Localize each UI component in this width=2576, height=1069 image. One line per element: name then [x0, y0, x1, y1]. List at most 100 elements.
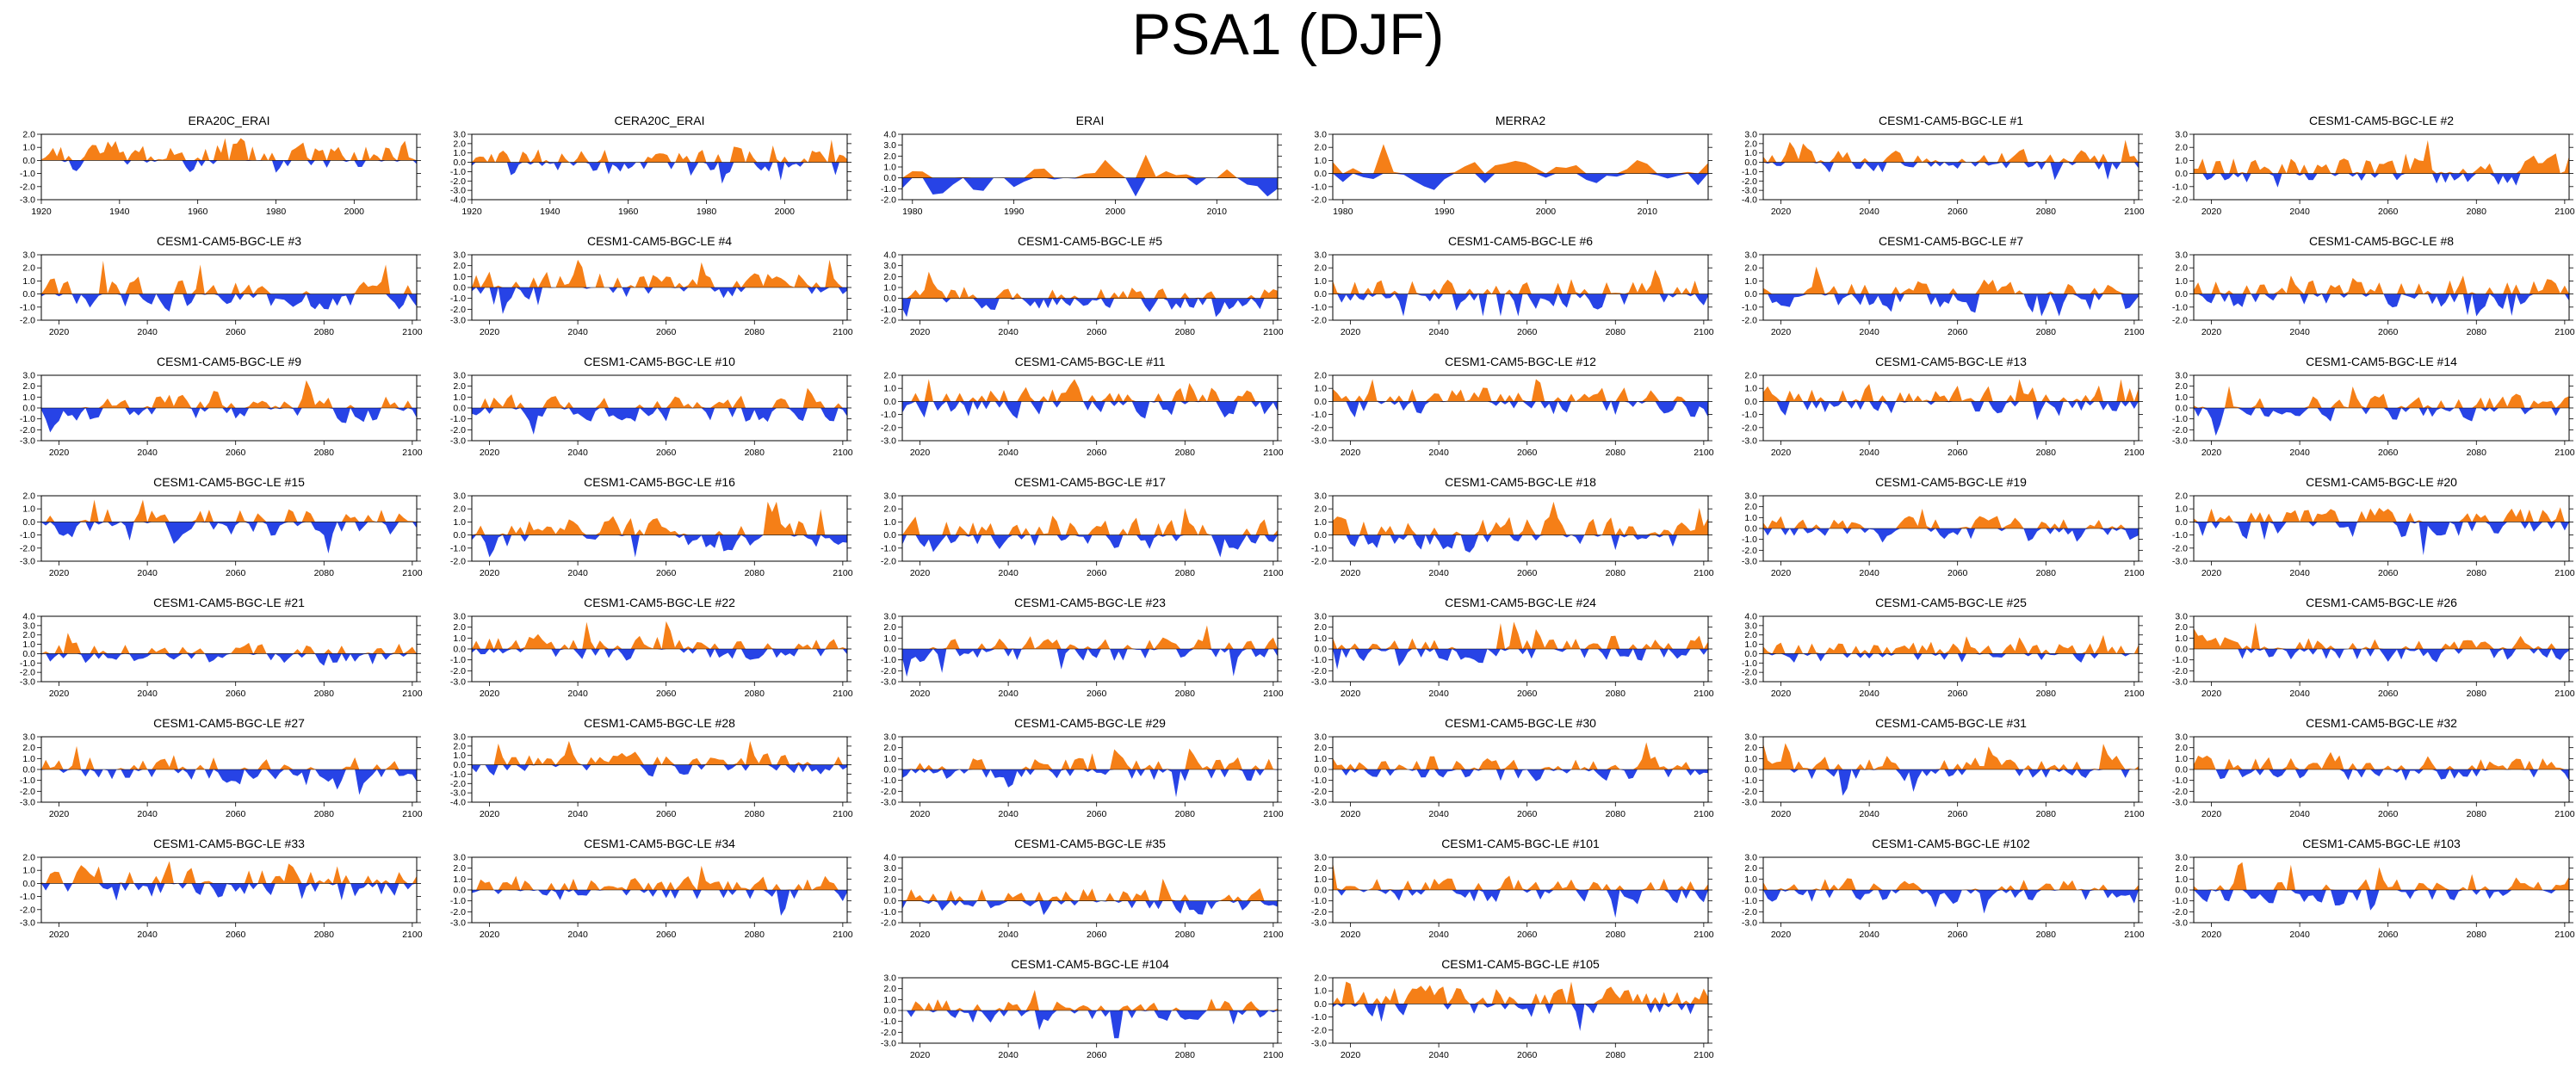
chart-title: ERA20C_ERAI	[189, 114, 270, 127]
x-tick-label: 2080	[1175, 689, 1196, 699]
negative-area	[2194, 173, 2569, 188]
y-tick-label: 1.0	[453, 633, 466, 644]
x-tick-label: 2100	[402, 930, 423, 940]
y-tick-label: -2.0	[1311, 787, 1327, 797]
x-tick-label: 2020	[480, 809, 500, 819]
x-tick-label: 2020	[49, 448, 70, 458]
y-tick-label: 1.0	[2175, 504, 2188, 515]
x-tick-label: 2020	[1771, 689, 1792, 699]
x-tick-label: 2080	[1606, 930, 1626, 940]
y-tick-label: 2.0	[1314, 863, 1327, 874]
y-tick-label: 1.0	[1314, 754, 1327, 764]
x-tick-label: 2040	[2289, 448, 2310, 458]
negative-area	[472, 408, 847, 435]
x-tick-label: 2040	[2289, 930, 2310, 940]
y-tick-label: 3.0	[1744, 732, 1757, 743]
x-tick-label: 2020	[910, 327, 931, 337]
x-tick-label: 2100	[833, 448, 853, 458]
y-tick-label: 3.0	[2175, 130, 2188, 140]
x-tick-label: 1940	[540, 207, 560, 217]
y-tick-label: -1.0	[450, 769, 466, 780]
x-tick-label: 2080	[1606, 448, 1626, 458]
y-tick-label: -2.0	[881, 557, 896, 567]
x-tick-label: 2100	[1263, 1050, 1284, 1060]
chart-svg: CESM1-CAM5-BGC-LE #25-3.0-2.0-1.00.01.02…	[1742, 596, 2145, 699]
chart-panel: CESM1-CAM5-BGC-LE #5 -2.0 -1.0 0.0 1.0 2.0 3.0…	[861, 232, 1343, 337]
y-tick-label: 2.0	[1314, 263, 1327, 274]
chart-svg: CESM1-CAM5-BGC-LE #29-3.0-2.0-1.00.01.02…	[881, 716, 1284, 819]
y-tick-label: -2.0	[1311, 1025, 1327, 1035]
y-tick-label: 3.0	[883, 612, 896, 622]
negative-area	[1333, 649, 1708, 670]
y-tick-label: 1.0	[453, 874, 466, 885]
x-tick-label: 2060	[2378, 327, 2399, 337]
y-tick-label: -1.0	[1311, 543, 1327, 553]
x-tick-label: 2100	[1694, 930, 1714, 940]
y-tick-label: 3.0	[22, 371, 35, 381]
y-tick-label: -1.0	[20, 302, 35, 312]
y-tick-label: 0.0	[1314, 886, 1327, 896]
x-tick-label: 2060	[1517, 930, 1538, 940]
y-tick-label: 0.0	[2175, 404, 2188, 414]
negative-area	[902, 534, 1278, 558]
x-tick-label: 2010	[1638, 207, 1658, 217]
x-tick-label: 2060	[1947, 568, 1968, 578]
y-tick-label: -1.0	[881, 543, 896, 553]
chart-title: CESM1-CAM5-BGC-LE #12	[1445, 355, 1596, 368]
x-tick-label: 2080	[1175, 568, 1196, 578]
y-tick-label: 2.0	[1314, 504, 1327, 515]
y-tick-label: 0.0	[22, 879, 35, 889]
y-tick-label: -2.0	[1311, 907, 1327, 918]
x-tick-label: 2100	[402, 327, 423, 337]
y-tick-label: 3.0	[2175, 732, 2188, 743]
y-tick-label: 4.0	[883, 130, 896, 140]
chart-svg: CESM1-CAM5-BGC-LE #12 -3.0 -2.0 -1.0 0.0 1.0 2…	[1311, 355, 1714, 458]
y-tick-label: -1.0	[1742, 658, 1757, 669]
y-tick-label: 2.0	[453, 504, 466, 515]
y-tick-label: -1.0	[1742, 167, 1757, 177]
y-tick-label: 1.0	[1314, 517, 1327, 528]
chart-svg: ERA20C_ERAI -3.0 -2.0 -1.0 0.0 1.0 2.0 1920 1940…	[20, 114, 421, 217]
chart-svg: MERRA2 -2.0 -1.0 0.0 1.0 2.0 3.0 1980 1990 2000 20…	[1311, 114, 1712, 217]
y-tick-label: -2.0	[2172, 907, 2188, 918]
y-tick-label: -2.0	[20, 905, 35, 915]
x-tick-label: 2080	[745, 327, 765, 337]
x-tick-label: 2100	[1694, 1050, 1714, 1060]
y-tick-label: -2.0	[450, 557, 466, 567]
x-tick-label: 2080	[745, 930, 765, 940]
chart-title: CESM1-CAM5-BGC-LE #23	[1014, 596, 1166, 609]
y-tick-label: 3.0	[2175, 250, 2188, 261]
x-tick-label: 2040	[1859, 207, 1879, 217]
x-tick-label: 2020	[480, 568, 500, 578]
x-tick-label: 2010	[1207, 207, 1228, 217]
x-tick-label: 2060	[656, 448, 677, 458]
negative-area	[902, 1010, 1278, 1039]
chart-svg: CESM1-CAM5-BGC-LE #17 -2.0 -1.0 0.0 1.0 2.0 3.…	[881, 475, 1284, 578]
x-tick-label: 2020	[2201, 207, 2222, 217]
y-tick-label: -1.0	[2172, 775, 2188, 786]
y-tick-label: -3.0	[881, 436, 896, 447]
x-tick-label: 2100	[1694, 327, 1714, 337]
y-tick-label: -3.0	[2172, 918, 2188, 929]
y-tick-label: 0.0	[1744, 649, 1757, 659]
y-tick-label: 3.0	[1314, 250, 1327, 261]
y-tick-label: 3.0	[883, 973, 896, 984]
y-tick-label: -1.0	[1311, 1012, 1327, 1023]
y-tick-label: -1.0	[450, 294, 466, 304]
y-tick-label: 0.0	[22, 289, 35, 300]
y-tick-label: 1.0	[1744, 754, 1757, 764]
x-tick-label: 2080	[2036, 448, 2057, 458]
x-tick-label: 2080	[2467, 930, 2487, 940]
y-tick-label: 2.0	[2175, 491, 2188, 502]
y-tick-label: 1.0	[883, 517, 896, 528]
negative-area	[1763, 294, 2139, 317]
positive-area	[1763, 878, 2139, 890]
y-tick-label: 2.0	[22, 491, 35, 502]
y-tick-label: -3.0	[20, 677, 35, 688]
y-tick-label: -2.0	[881, 423, 896, 433]
x-tick-label: 2020	[1771, 568, 1792, 578]
plot-frame	[471, 495, 848, 562]
y-tick-label: 0.0	[1314, 530, 1327, 541]
chart-panel: MERRA2 -2.0 -1.0 0.0 1.0 2.0 3.0 1980 1990 2000 20…	[1291, 112, 1774, 217]
positive-area	[1333, 742, 1708, 769]
